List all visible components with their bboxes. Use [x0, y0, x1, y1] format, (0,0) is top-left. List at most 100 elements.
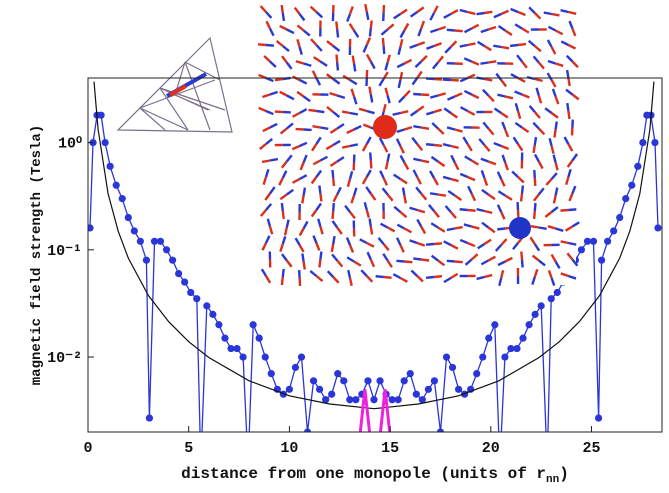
inset-illustrations	[118, 3, 579, 286]
data-point	[628, 182, 635, 189]
x-axis-label: distance from one monopole (units of rnn…	[181, 465, 569, 486]
spin-head	[554, 130, 555, 138]
spin-tail	[333, 236, 334, 244]
spin-tail	[476, 13, 484, 14]
data-point	[107, 163, 114, 170]
spin-head	[262, 161, 270, 162]
data-point	[146, 414, 153, 421]
data-point	[519, 335, 526, 342]
spin-tail	[403, 188, 404, 196]
spin-head	[421, 128, 429, 129]
data-point	[250, 321, 257, 328]
spin-head	[561, 241, 569, 243]
spin-head	[258, 44, 266, 45]
x-tick-label: 15	[381, 440, 399, 457]
spin-tail	[567, 103, 568, 111]
data-point	[203, 302, 210, 309]
spin-tail	[333, 203, 334, 211]
spin-head	[534, 211, 535, 219]
y-tick-label: 10⁻²	[47, 350, 82, 367]
x-axis-label-part: nn	[546, 474, 559, 486]
data-point	[449, 364, 456, 371]
spin-tail	[522, 260, 523, 268]
spin-head	[282, 277, 283, 285]
data-point	[491, 321, 498, 328]
data-point	[407, 370, 414, 377]
spin-tail	[376, 276, 384, 277]
data-point	[187, 289, 194, 296]
data-point	[298, 353, 305, 360]
data-point	[169, 257, 176, 264]
spin-tail	[283, 13, 284, 21]
data-point	[634, 163, 641, 170]
spin-tail	[430, 193, 438, 194]
data-point	[639, 139, 646, 146]
data-point	[595, 414, 602, 421]
spin-tail	[350, 113, 358, 114]
data-point	[473, 370, 480, 377]
spin-head	[282, 5, 283, 13]
spin-tail	[493, 46, 501, 47]
data-point	[443, 353, 450, 360]
data-point	[316, 386, 323, 393]
spin-head	[313, 126, 321, 127]
spin-head	[384, 277, 392, 278]
spin-head	[371, 227, 372, 235]
spin-tail	[384, 46, 385, 54]
data-point	[538, 302, 545, 309]
spin-head	[383, 38, 384, 46]
spin-head	[468, 43, 476, 45]
data-point	[352, 396, 359, 403]
data-point	[125, 214, 132, 221]
data-point	[525, 321, 532, 328]
spin-tail	[337, 30, 338, 38]
spin-head	[308, 110, 316, 111]
data-point	[256, 335, 263, 342]
spin-tail	[426, 78, 434, 79]
spin-head	[319, 260, 320, 268]
spin-head	[400, 111, 408, 113]
spin-head	[320, 194, 321, 202]
data-point	[548, 295, 555, 302]
spin-tail	[370, 219, 371, 227]
x-tick-label: 20	[482, 440, 500, 457]
data-point	[376, 377, 383, 384]
spin-tail	[332, 170, 333, 178]
spin-head	[518, 44, 526, 45]
y-axis-label: magnetic field strength (Tesla)	[29, 125, 45, 385]
x-tick-label: 10	[280, 440, 298, 457]
spin-tail	[283, 269, 284, 277]
data-point	[479, 353, 486, 360]
data-point	[286, 386, 293, 393]
spin-tail	[388, 154, 390, 162]
x-tick-label: 25	[583, 440, 601, 457]
spin-head	[400, 72, 402, 80]
data-point	[137, 238, 144, 245]
spin-head	[333, 211, 334, 219]
spin-head	[353, 56, 354, 64]
spin-head	[342, 112, 350, 113]
x-tick-label: 0	[83, 440, 92, 457]
data-point	[310, 377, 317, 384]
data-point	[209, 311, 216, 318]
data-point	[485, 335, 492, 342]
spin-head	[421, 161, 429, 163]
spin-tail	[371, 95, 372, 103]
spin-tail	[534, 170, 535, 178]
spin-tail	[270, 159, 278, 160]
chart: 051015202510⁰10⁻¹10⁻²distance from one m…	[0, 0, 669, 488]
spin-tail	[302, 254, 303, 262]
spin-head	[554, 196, 556, 204]
spin-head	[468, 210, 476, 211]
data-point	[455, 386, 462, 393]
spin-tail	[396, 261, 404, 262]
spin-tail	[413, 159, 421, 161]
data-point	[532, 311, 539, 318]
spin-head	[438, 195, 446, 196]
data-point	[221, 335, 228, 342]
spin-head	[275, 79, 283, 80]
spin-head	[534, 145, 535, 153]
spin-head	[336, 55, 337, 63]
spin-tail	[413, 258, 421, 259]
data-point	[215, 321, 222, 328]
